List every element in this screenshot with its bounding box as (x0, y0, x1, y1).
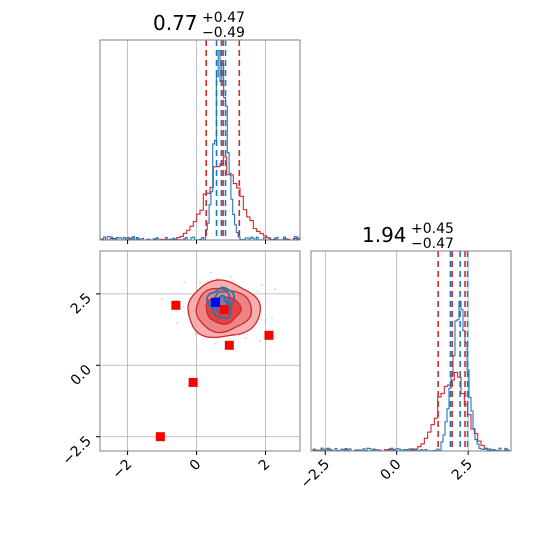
hist-b-bars-param-2 (311, 300, 511, 452)
histogram-a-param-2 (311, 371, 512, 452)
sample-dot (260, 284, 263, 287)
top-left-panel: 0.77 +0.47 −0.49 (99, 10, 301, 244)
marker-point-4 (155, 432, 165, 442)
sample-dot (198, 282, 201, 285)
sample-dot (182, 306, 185, 309)
marker-points (155, 297, 274, 442)
bottom-right-ticks: −2.5 0.0 2.5 (298, 451, 476, 492)
title-param-2: 1.94 +0.45 −0.47 (362, 221, 454, 252)
sample-dot (274, 287, 277, 290)
truth-point (211, 297, 221, 307)
y-tick-label-1: 0.0 (68, 362, 95, 389)
marker-point-0 (171, 300, 181, 310)
marker-point-2 (264, 330, 274, 340)
sample-dot (161, 298, 164, 301)
x-tick-label-2: 2 (256, 457, 274, 475)
title-param-2-median: 1.94 (362, 223, 407, 247)
histogram-a-param-1 (99, 156, 301, 241)
sample-dot (229, 275, 232, 278)
marker-point-1 (224, 340, 234, 350)
histogram-b-param-2 (311, 300, 511, 452)
x-tick-label-1: 0.0 (377, 457, 404, 484)
quantile-lines-param-2 (437, 251, 469, 451)
bottom-right-frame (310, 250, 512, 452)
sample-dot (176, 322, 179, 325)
sample-dot (209, 271, 212, 274)
sample-dot (265, 319, 268, 322)
top-left-ticks (127, 240, 267, 244)
quantile-lines-param-1 (205, 40, 241, 240)
bottom-right-panel: 1.94 +0.45 −0.47 −2.5 0.0 2.5 (298, 221, 512, 492)
title-param-2-minus: −0.47 (411, 236, 454, 252)
sample-dot (183, 281, 186, 284)
sample-dot (256, 290, 259, 293)
y-tick-label-0: −2.5 (59, 433, 94, 468)
title-param-1-plus: +0.47 (202, 10, 245, 26)
marker-point-3 (188, 377, 198, 387)
top-left-grid (127, 40, 266, 240)
y-tick-label-2: 2.5 (68, 290, 95, 317)
x-tick-label-0: −2.5 (298, 457, 333, 492)
marker-point-5 (219, 305, 229, 315)
bottom-left-frame (99, 250, 301, 452)
sample-dot (258, 340, 261, 343)
x-tick-label-2: 2.5 (449, 457, 476, 484)
title-param-1-median: 0.77 (153, 11, 198, 35)
x-tick-label-1: 0 (187, 457, 205, 475)
title-param-1: 0.77 +0.47 −0.49 (153, 10, 245, 41)
hist-a-bars-param-2 (311, 371, 512, 452)
contour-b-level-0 (206, 286, 235, 320)
bottom-left-grid (100, 251, 300, 451)
hist-a-bars-param-1 (99, 156, 301, 241)
x-tick-label-0: −2 (110, 457, 136, 483)
bottom-left-panel: −2 0 2 −2.5 0.0 2.5 (59, 250, 301, 483)
sample-dot (194, 332, 197, 335)
title-param-1-minus: −0.49 (202, 25, 245, 41)
sample-dot (270, 316, 273, 319)
sample-dot (245, 336, 248, 339)
sample-dot (214, 342, 217, 345)
title-param-2-plus: +0.45 (411, 221, 454, 237)
top-left-frame (99, 39, 301, 241)
